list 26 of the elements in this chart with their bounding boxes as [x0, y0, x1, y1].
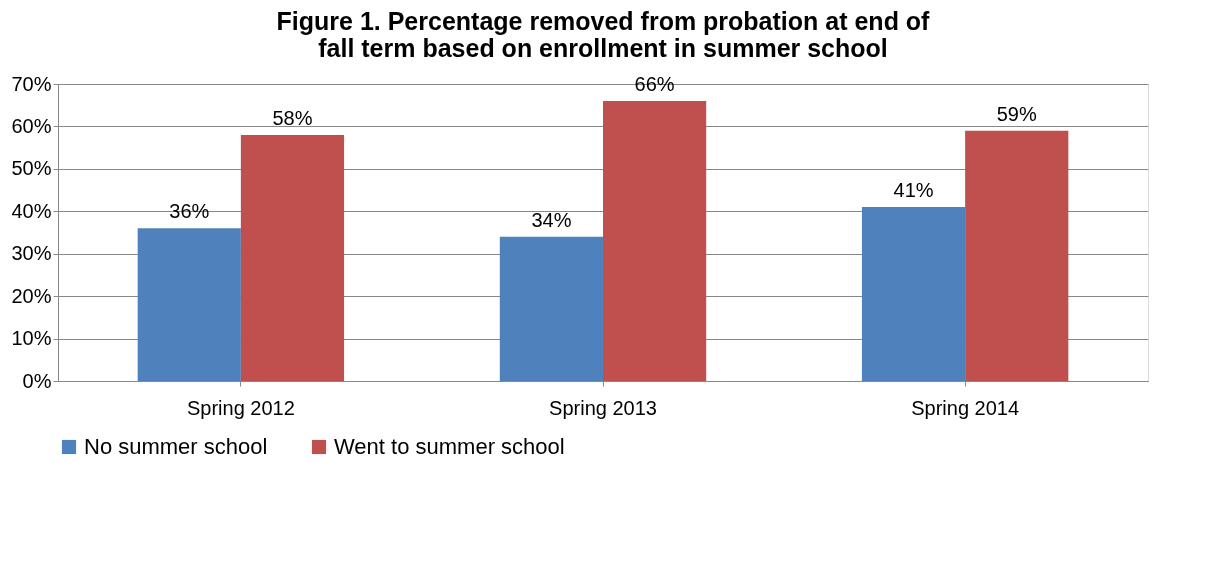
- data-label: 34%: [531, 208, 572, 231]
- bar: [240, 134, 345, 381]
- y-tick-label: 10%: [11, 327, 52, 350]
- data-label: 36%: [169, 200, 210, 223]
- bar: [137, 228, 241, 381]
- data-label: 66%: [634, 72, 675, 95]
- x-tick-label: Spring 2014: [911, 396, 1020, 419]
- x-tick-label: Spring 2012: [186, 396, 295, 419]
- x-tick-label: Spring 2013: [549, 396, 657, 419]
- chart-title: Figure 1. Percentage removed from probation at end of fall term based on enrollment in summer school: [276, 7, 931, 62]
- y-tick-label: 20%: [11, 284, 52, 307]
- data-label: 58%: [272, 106, 313, 129]
- y-tick-label: 0%: [22, 369, 52, 392]
- y-tick-label: 30%: [11, 242, 52, 265]
- bar: [965, 130, 1069, 381]
- legend-label: No summer school: [84, 434, 268, 459]
- bar: [603, 100, 707, 381]
- y-tick-label: 50%: [11, 157, 52, 180]
- y-tick-label: 70%: [11, 72, 52, 95]
- bar: [861, 207, 966, 381]
- data-label: 41%: [893, 179, 934, 202]
- y-tick-label: 40%: [11, 199, 52, 222]
- bar: [499, 236, 603, 381]
- legend-label: Went to summer school: [334, 434, 565, 459]
- y-tick-label: 60%: [11, 114, 52, 137]
- data-label: 59%: [996, 102, 1037, 125]
